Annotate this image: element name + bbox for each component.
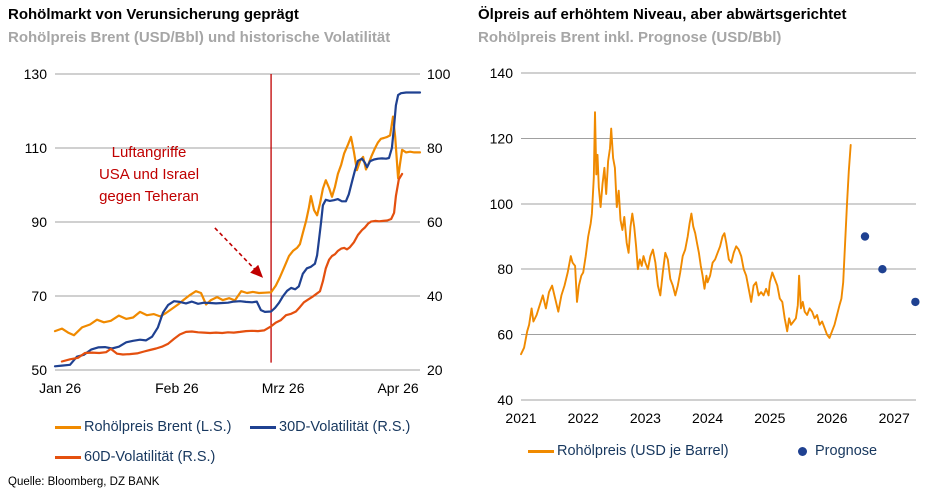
svg-text:130: 130 (24, 66, 48, 82)
svg-text:2021: 2021 (505, 410, 536, 426)
legend-item-vol60: 60D-Volatilität (R.S.) (55, 448, 215, 466)
svg-text:70: 70 (31, 288, 47, 304)
left-chart-subtitle: Rohölpreis Brent (USD/Bbl) und historisc… (8, 29, 391, 46)
svg-text:20: 20 (427, 362, 443, 378)
svg-text:2024: 2024 (692, 410, 723, 426)
svg-text:Mrz 26: Mrz 26 (262, 380, 305, 396)
svg-text:Feb 26: Feb 26 (155, 380, 199, 396)
legend-item-vol30: 30D-Volatilität (R.S.) (250, 418, 410, 436)
svg-text:Apr 26: Apr 26 (377, 380, 418, 396)
legend-item-oilprice: Rohölpreis (USD je Barrel) (528, 442, 729, 460)
left-chart-title: Rohölmarkt von Verunsicherung geprägt (8, 6, 299, 23)
svg-text:140: 140 (490, 65, 514, 81)
annotation-line-2: USA und Israel (98, 166, 200, 183)
svg-text:2027: 2027 (879, 410, 910, 426)
legend-label-oilprice: Rohölpreis (USD je Barrel) (557, 443, 729, 459)
left-chart-plot: 130 110 90 70 50 100 80 60 40 20 Jan 26 Feb 26 Mrz 2… (24, 66, 451, 396)
svg-text:2025: 2025 (754, 410, 785, 426)
source-note: Quelle: Bloomberg, DZ BANK (8, 476, 160, 488)
legend-label-vol60: 60D-Volatilität (R.S.) (84, 449, 216, 465)
right-chart-subtitle: Rohölpreis Brent inkl. Prognose (USD/Bbl… (478, 29, 782, 46)
legend-item-brent: Rohölpreis Brent (L.S.) (55, 418, 231, 436)
oilprice-line-swatch (528, 449, 554, 453)
svg-text:2026: 2026 (816, 410, 847, 426)
svg-text:110: 110 (25, 140, 48, 156)
annotation-line-3: gegen Teheran (99, 188, 199, 205)
svg-text:2023: 2023 (630, 410, 661, 426)
svg-text:120: 120 (490, 130, 514, 146)
svg-text:80: 80 (497, 261, 513, 277)
vol30-line-swatch (250, 425, 276, 429)
legend-item-prognose: Prognose (790, 442, 877, 460)
right-chart-title: Ölpreis auf erhöhtem Niveau, aber abwärt… (478, 6, 847, 23)
svg-text:40: 40 (497, 392, 513, 408)
svg-text:2022: 2022 (568, 410, 599, 426)
vol60-line-swatch (55, 455, 81, 459)
svg-text:40: 40 (427, 288, 443, 304)
svg-text:100: 100 (427, 66, 451, 82)
svg-text:90: 90 (31, 214, 47, 230)
svg-text:Jan 26: Jan 26 (39, 380, 81, 396)
svg-text:50: 50 (31, 362, 47, 378)
event-annotation: Luftangriffe USA und Israel gegen Tehera… (78, 142, 220, 208)
svg-text:60: 60 (497, 327, 513, 343)
brent-line-swatch (55, 425, 81, 429)
svg-text:60: 60 (427, 214, 443, 230)
svg-text:100: 100 (490, 196, 514, 212)
legend-label-vol30: 30D-Volatilität (R.S.) (279, 419, 411, 435)
annotation-line-1: Luftangriffe (111, 144, 187, 161)
legend-label-brent: Rohölpreis Brent (L.S.) (84, 419, 232, 435)
right-chart-plot: 140 120 100 80 60 40 2021 2022 2023 2024 2025 2026 2… (490, 65, 920, 426)
legend-label-prognose: Prognose (815, 443, 878, 459)
prognose-dot-swatch (798, 446, 807, 456)
svg-text:80: 80 (427, 140, 443, 156)
